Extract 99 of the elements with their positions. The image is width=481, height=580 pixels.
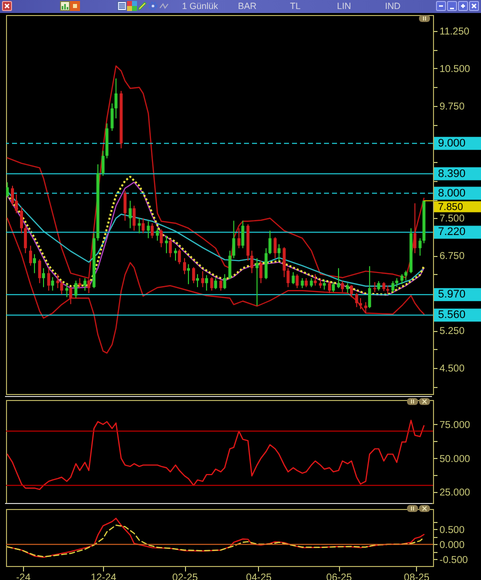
candlestick bbox=[359, 298, 362, 310]
candlestick bbox=[322, 279, 326, 290]
y-tick-label: 11.250 bbox=[440, 26, 470, 38]
candlestick bbox=[102, 150, 105, 176]
candlestick bbox=[132, 205, 136, 232]
line-series bbox=[6, 524, 425, 558]
candlestick bbox=[278, 244, 281, 262]
annotation: 7.850 bbox=[438, 202, 464, 213]
candlestick bbox=[413, 202, 416, 254]
ref-line-label: 5.970 bbox=[438, 288, 466, 301]
candlestick bbox=[65, 284, 68, 298]
candlestick bbox=[32, 254, 36, 274]
y-tick-label: 10.500 bbox=[440, 64, 471, 75]
candlestick bbox=[241, 220, 244, 249]
candlestick bbox=[250, 250, 254, 274]
candlestick bbox=[292, 272, 295, 285]
candlestick bbox=[205, 274, 208, 292]
candlestick bbox=[259, 260, 262, 284]
candlestick bbox=[400, 274, 404, 285]
candlestick bbox=[282, 246, 286, 278]
candlestick bbox=[87, 278, 90, 294]
candlestick bbox=[186, 264, 190, 285]
candlestick bbox=[373, 282, 376, 293]
ref-line-label: 5.560 bbox=[438, 309, 466, 322]
candlestick bbox=[78, 278, 82, 289]
candlestick bbox=[346, 282, 350, 294]
candlestick bbox=[47, 268, 50, 292]
line-series bbox=[6, 218, 425, 354]
candlestick bbox=[83, 278, 86, 292]
candlestick bbox=[142, 218, 145, 234]
candlestick bbox=[340, 280, 344, 293]
candlestick bbox=[391, 280, 394, 293]
y-tick-label: 50.000 bbox=[440, 454, 471, 465]
candlestick bbox=[128, 200, 132, 229]
ref-line-label: 9.000 bbox=[438, 137, 466, 150]
ref-line-label: 8.000 bbox=[438, 187, 466, 200]
candlestick bbox=[74, 280, 78, 299]
candlestick bbox=[337, 268, 340, 289]
candlestick bbox=[183, 258, 186, 275]
y-tick-label: 75.000 bbox=[440, 420, 471, 431]
candlestick bbox=[332, 282, 335, 293]
candlestick bbox=[6, 182, 9, 198]
line-series bbox=[6, 420, 425, 490]
y-tick-label: 0.000 bbox=[440, 540, 465, 551]
ref-line-label: 7.220 bbox=[438, 226, 466, 238]
candlestick bbox=[38, 258, 42, 284]
candlestick bbox=[196, 274, 200, 288]
candlestick bbox=[164, 235, 168, 254]
y-tick-label: 4.500 bbox=[440, 364, 465, 375]
candlestick bbox=[314, 274, 317, 286]
candlestick bbox=[364, 302, 368, 314]
candlestick bbox=[124, 190, 127, 222]
candlestick bbox=[160, 228, 163, 248]
candlestick bbox=[219, 280, 222, 292]
candlestick bbox=[214, 278, 218, 290]
title-bar: 1 Günlük BAR TL LIN IND bbox=[0, 0, 481, 13]
candlestick bbox=[156, 228, 159, 242]
candlestick bbox=[296, 274, 299, 289]
candlestick bbox=[138, 218, 141, 234]
candlestick bbox=[300, 278, 304, 289]
candlestick bbox=[192, 266, 196, 284]
candlestick bbox=[24, 225, 27, 254]
candlestick bbox=[69, 286, 72, 305]
candlestick bbox=[274, 236, 277, 259]
candlestick bbox=[404, 270, 408, 282]
candlestick bbox=[286, 268, 290, 288]
y-tick-label: 25.000 bbox=[440, 488, 471, 499]
candlestick bbox=[150, 222, 154, 239]
candlestick bbox=[377, 280, 380, 292]
y-tick-label: 6.750 bbox=[440, 251, 465, 262]
y-tick-label: 0.500 bbox=[440, 524, 465, 536]
candlestick bbox=[350, 284, 353, 298]
candlestick bbox=[368, 266, 372, 309]
candlestick bbox=[110, 102, 114, 132]
y-tick-label: 9.750 bbox=[440, 101, 465, 112]
candlestick bbox=[201, 270, 204, 288]
candlestick bbox=[20, 206, 24, 234]
candlestick bbox=[223, 274, 226, 290]
candlestick bbox=[268, 230, 272, 255]
y-tick-label: 7.500 bbox=[440, 214, 465, 225]
candlestick bbox=[42, 268, 46, 288]
candlestick bbox=[29, 245, 32, 266]
candlestick bbox=[355, 292, 358, 308]
candlestick bbox=[418, 238, 422, 256]
candlestick bbox=[174, 248, 178, 262]
y-tick-label: 5.250 bbox=[440, 326, 465, 338]
candlestick bbox=[146, 220, 150, 239]
line-series bbox=[6, 65, 425, 279]
candlestick bbox=[256, 258, 259, 306]
y-tick-label: -0.500 bbox=[440, 554, 468, 566]
ref-line-label: 8.390 bbox=[438, 168, 466, 180]
candlestick bbox=[210, 276, 214, 292]
candlestick bbox=[178, 248, 181, 265]
candlestick bbox=[237, 228, 240, 249]
candlestick bbox=[168, 238, 172, 258]
candlestick bbox=[51, 276, 54, 292]
candlestick bbox=[328, 280, 331, 294]
candlestick bbox=[10, 185, 14, 206]
candlestick bbox=[114, 78, 118, 119]
